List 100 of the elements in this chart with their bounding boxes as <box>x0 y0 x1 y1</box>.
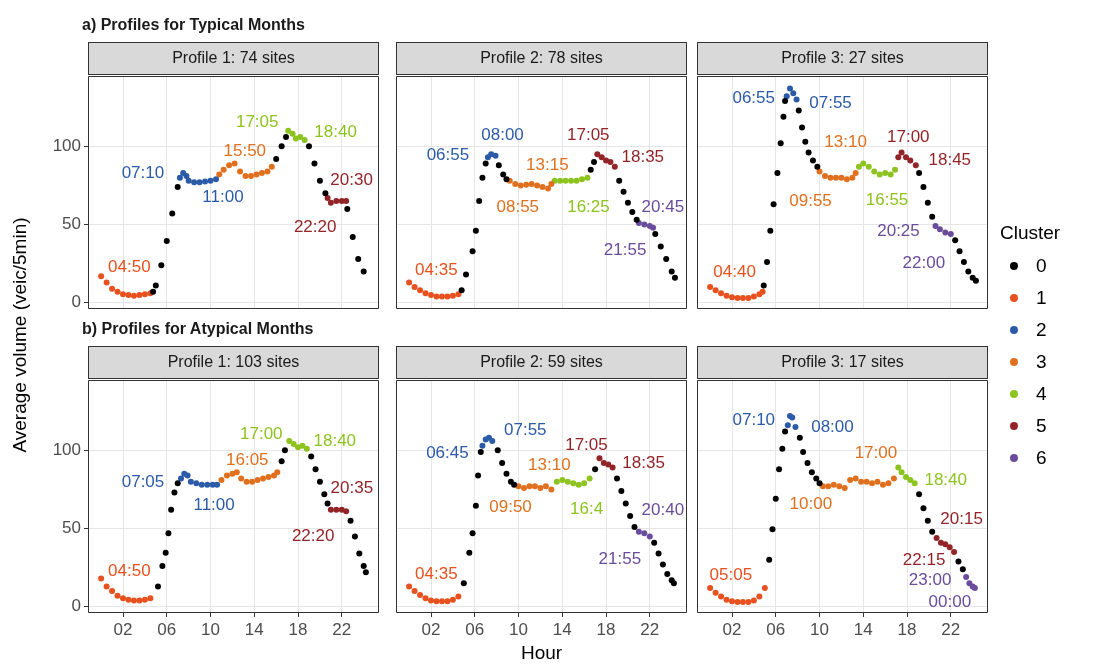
point <box>898 149 905 156</box>
x-tick-label: 14 <box>244 619 264 639</box>
point <box>526 483 533 490</box>
point <box>274 469 281 476</box>
legend-title: Cluster <box>1000 222 1061 244</box>
point <box>433 293 440 300</box>
point <box>528 180 535 187</box>
point <box>955 558 962 565</box>
point <box>718 290 725 297</box>
point <box>739 295 746 302</box>
point <box>627 513 634 520</box>
point <box>895 154 902 161</box>
y-tick-label: 100 <box>52 136 81 156</box>
point <box>573 177 580 184</box>
point <box>782 98 789 105</box>
point <box>202 178 209 185</box>
point <box>521 484 527 491</box>
point <box>790 90 797 97</box>
point <box>213 176 219 183</box>
point <box>253 171 260 178</box>
point <box>512 180 519 187</box>
point <box>347 517 354 524</box>
point <box>444 293 451 300</box>
point <box>718 593 725 600</box>
point <box>479 442 486 449</box>
annotation: 05:05 <box>709 564 753 584</box>
point <box>488 151 495 158</box>
point <box>187 478 194 485</box>
point <box>568 177 575 184</box>
point <box>322 190 329 197</box>
x-tick-label: 14 <box>552 619 572 639</box>
annotation: 20:15 <box>940 508 983 528</box>
point <box>795 107 802 114</box>
point <box>769 526 776 533</box>
point <box>503 470 510 477</box>
x-tick-label: 22 <box>332 619 352 639</box>
point <box>466 549 473 556</box>
point <box>641 530 648 537</box>
point <box>723 596 730 603</box>
point <box>344 205 351 212</box>
point <box>125 291 132 298</box>
chart-title: Profile 1: 103 sites <box>88 346 379 379</box>
point <box>254 477 261 484</box>
point <box>863 478 870 485</box>
legend-label: 4 <box>1036 383 1047 405</box>
point <box>324 194 331 201</box>
point <box>548 486 555 493</box>
x-tick-label: 02 <box>722 619 742 639</box>
point <box>185 177 192 184</box>
point <box>158 262 165 269</box>
point <box>605 461 612 468</box>
point <box>242 173 249 180</box>
point <box>327 506 334 513</box>
point <box>428 291 435 298</box>
point <box>360 563 367 570</box>
annotation: 23:00 <box>908 569 952 589</box>
point <box>799 124 806 131</box>
point <box>249 478 256 485</box>
point <box>130 292 137 299</box>
annotation: 10:00 <box>789 494 833 514</box>
point <box>458 287 465 294</box>
point <box>238 475 245 482</box>
point <box>289 130 296 137</box>
point <box>152 282 159 289</box>
annotation: 22:20 <box>291 526 335 546</box>
point <box>301 137 308 144</box>
point <box>951 549 958 556</box>
point <box>942 541 949 548</box>
point <box>786 85 793 92</box>
point <box>952 237 959 244</box>
point <box>531 483 538 490</box>
point <box>98 575 105 582</box>
annotation: 17:05 <box>567 124 610 144</box>
point <box>417 592 424 599</box>
point <box>120 291 127 298</box>
point <box>243 478 250 485</box>
point <box>559 477 566 484</box>
point <box>433 598 440 605</box>
point <box>858 478 865 485</box>
point <box>196 179 203 186</box>
annotation: 18:35 <box>621 147 665 167</box>
point <box>841 484 848 491</box>
point <box>163 237 170 244</box>
point <box>482 160 489 167</box>
point <box>360 268 367 275</box>
point <box>114 288 121 295</box>
annotation: 17:00 <box>240 423 283 443</box>
point <box>764 259 771 266</box>
point <box>792 423 799 430</box>
point <box>233 469 240 476</box>
point <box>438 598 445 605</box>
point <box>207 177 214 184</box>
point <box>920 505 927 512</box>
point <box>618 488 625 495</box>
point <box>933 534 940 541</box>
annotation: 08:00 <box>481 125 524 145</box>
point <box>898 469 905 476</box>
point <box>739 599 746 606</box>
point <box>963 574 970 581</box>
point <box>613 475 620 482</box>
